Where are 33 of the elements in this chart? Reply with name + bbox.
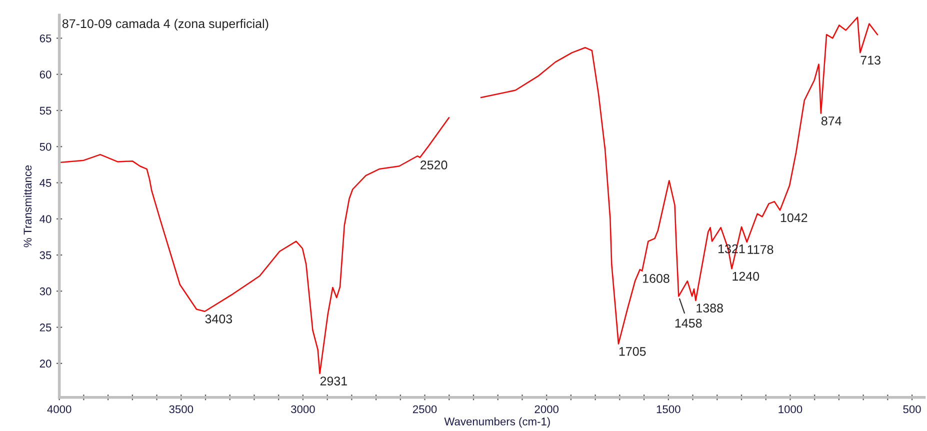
annotation: 3403	[205, 314, 232, 324]
annotation: 1608	[643, 274, 670, 283]
x-tick-label: 500	[903, 405, 921, 414]
y-tick-label: 55	[40, 106, 52, 115]
y-tick-label: 35	[40, 251, 52, 260]
annotation: 1240	[732, 272, 760, 281]
y-tick-label: 65	[40, 34, 52, 42]
x-tick-label: 3000	[291, 405, 315, 414]
x-tick-label: 2000	[534, 405, 559, 414]
y-tick-label: 50	[40, 142, 52, 151]
annotation: 2520	[420, 160, 448, 170]
y-tick-label: 60	[40, 70, 52, 78]
y-tick-label: 25	[40, 324, 52, 332]
x-tick-label: 3500	[169, 405, 194, 414]
x-tick-label: 1500	[656, 405, 680, 414]
y-tick-label: 30	[40, 287, 52, 296]
annotation: 874	[821, 116, 842, 126]
annotation: 1458	[675, 318, 702, 328]
y-tick-label: 45	[40, 179, 52, 187]
annotation: 1042	[780, 213, 808, 222]
x-axis-title: Wavenumbers (cm-1)	[444, 417, 550, 428]
x-tick-label: 1000	[778, 405, 802, 414]
y-tick-label: 20	[40, 360, 52, 368]
x-tick-label: 2500	[412, 405, 437, 414]
annotation: 1705	[619, 347, 646, 356]
x-tick-label: 4000	[47, 405, 72, 414]
annotation: 2931	[320, 376, 347, 386]
chart-title: 87-10-09 camada 4 (zona superficial)	[62, 18, 268, 31]
y-tick-label: 40	[40, 215, 52, 224]
annotation: 1388	[696, 304, 723, 312]
annotation: 713	[860, 56, 880, 65]
y-axis-title: % Transmittance	[23, 165, 32, 248]
annotation: 1178	[748, 245, 774, 254]
